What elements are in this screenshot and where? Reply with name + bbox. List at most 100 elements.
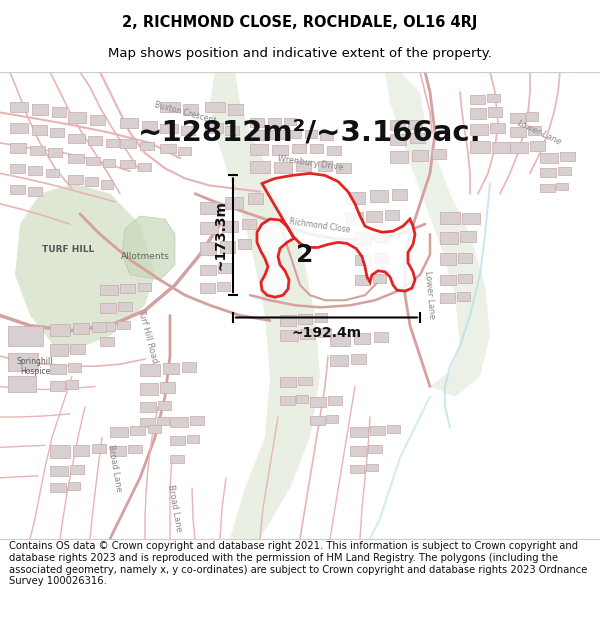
Bar <box>182 362 196 372</box>
Bar <box>310 397 326 407</box>
Bar <box>68 134 85 143</box>
Bar <box>373 274 386 283</box>
Bar <box>492 142 510 153</box>
Bar <box>387 425 400 433</box>
Bar <box>296 394 308 402</box>
Polygon shape <box>385 72 490 397</box>
Bar <box>228 104 243 114</box>
Bar <box>488 107 502 116</box>
Bar <box>370 189 388 202</box>
Polygon shape <box>122 216 175 280</box>
Text: ~192.4m: ~192.4m <box>292 326 362 339</box>
Bar <box>117 321 130 329</box>
Bar <box>50 127 64 137</box>
Text: Turf Hill Road: Turf Hill Road <box>136 308 160 364</box>
Bar <box>85 177 98 186</box>
Bar <box>305 130 317 138</box>
Bar <box>120 160 135 168</box>
Bar <box>100 285 118 295</box>
Bar <box>88 136 102 145</box>
Bar <box>560 152 575 161</box>
Bar <box>217 282 230 291</box>
Bar <box>355 275 370 285</box>
Text: ~173.3m: ~173.3m <box>213 201 227 270</box>
Bar <box>10 102 28 112</box>
Bar <box>440 253 456 265</box>
Bar <box>32 124 47 135</box>
Bar <box>366 211 382 222</box>
Text: 2: 2 <box>296 242 314 267</box>
Text: Wrenbury Drive: Wrenbury Drive <box>277 154 343 173</box>
Bar <box>106 139 119 147</box>
Bar <box>50 483 66 492</box>
Bar <box>183 104 198 114</box>
Bar <box>284 118 296 124</box>
Bar <box>390 119 405 130</box>
Bar <box>540 153 558 163</box>
Bar <box>268 118 281 126</box>
Bar <box>140 384 158 394</box>
Bar <box>66 381 78 389</box>
Bar <box>178 147 191 155</box>
Bar <box>140 402 156 412</box>
Bar <box>200 265 216 275</box>
Bar <box>28 187 42 196</box>
Bar <box>10 122 28 132</box>
Bar <box>460 231 476 242</box>
Bar <box>458 253 472 262</box>
Bar <box>100 303 116 313</box>
Bar <box>205 102 225 112</box>
Bar <box>292 144 306 153</box>
Bar <box>10 164 25 173</box>
Bar <box>148 425 161 433</box>
Text: Richmond Close: Richmond Close <box>289 217 351 235</box>
Bar <box>510 142 528 153</box>
Bar <box>470 108 486 119</box>
Bar <box>225 197 243 209</box>
Bar <box>300 329 315 339</box>
Text: Lower Lane: Lower Lane <box>424 271 437 319</box>
Bar <box>374 253 388 262</box>
Polygon shape <box>15 184 155 356</box>
Bar <box>160 124 178 132</box>
Bar <box>170 454 184 462</box>
Bar <box>345 192 365 204</box>
Bar <box>440 212 460 224</box>
Bar <box>10 143 26 153</box>
Bar <box>140 418 155 427</box>
Bar <box>345 212 363 224</box>
Bar <box>68 176 83 184</box>
Text: Buxton Crescent: Buxton Crescent <box>153 100 217 125</box>
Bar <box>250 161 270 173</box>
Bar <box>280 316 296 326</box>
Bar <box>530 141 545 151</box>
Bar <box>374 332 388 342</box>
Bar <box>310 144 323 153</box>
Bar <box>457 292 470 301</box>
Bar <box>28 166 42 176</box>
Bar <box>432 149 446 159</box>
Bar <box>318 161 332 171</box>
Bar <box>440 293 455 303</box>
Bar <box>92 444 106 454</box>
Bar <box>350 446 366 456</box>
Bar <box>315 313 327 321</box>
Bar <box>73 322 89 334</box>
Bar <box>160 382 175 392</box>
Polygon shape <box>257 173 415 298</box>
Bar <box>160 144 176 153</box>
Bar <box>50 446 70 458</box>
Bar <box>355 232 371 244</box>
Bar <box>326 415 338 423</box>
Text: Broad Lane: Broad Lane <box>106 443 124 492</box>
Bar <box>458 274 472 283</box>
Bar <box>330 334 350 346</box>
Text: Contains OS data © Crown copyright and database right 2021. This information is : Contains OS data © Crown copyright and d… <box>9 541 587 586</box>
Bar <box>68 154 84 163</box>
Bar <box>310 416 325 425</box>
Bar <box>90 114 105 124</box>
Bar <box>250 118 264 127</box>
Bar <box>440 232 458 244</box>
Bar <box>350 427 368 438</box>
Bar <box>50 364 66 374</box>
